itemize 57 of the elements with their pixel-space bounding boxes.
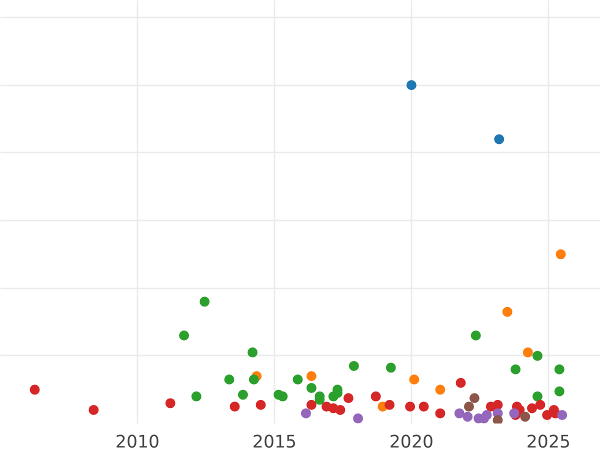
- point: [557, 410, 568, 420]
- point: [335, 404, 346, 415]
- point: [469, 393, 480, 404]
- point: [435, 384, 446, 395]
- point: [454, 408, 464, 418]
- point: [230, 402, 240, 412]
- point: [306, 400, 316, 410]
- x-tick-label: 2010: [115, 432, 160, 450]
- point: [343, 393, 354, 404]
- point: [238, 390, 248, 400]
- point: [556, 249, 566, 260]
- point: [470, 330, 481, 341]
- point: [248, 347, 258, 358]
- point: [384, 400, 395, 410]
- x-tick-label: 2015: [252, 432, 297, 450]
- point: [482, 410, 492, 420]
- point: [353, 413, 364, 424]
- point: [306, 382, 316, 393]
- point: [494, 134, 504, 144]
- x-tick-label: 2020: [389, 432, 434, 450]
- point: [527, 403, 538, 414]
- point: [370, 391, 381, 402]
- point: [165, 398, 176, 408]
- point: [554, 364, 564, 374]
- point: [200, 296, 210, 307]
- point: [256, 400, 266, 410]
- point: [386, 362, 396, 373]
- point: [456, 378, 466, 388]
- point: [348, 360, 359, 371]
- point: [435, 408, 446, 418]
- point: [191, 391, 202, 402]
- point: [179, 330, 190, 341]
- point: [522, 347, 533, 358]
- point: [292, 374, 303, 384]
- point: [532, 391, 542, 402]
- point: [405, 402, 416, 412]
- point: [462, 412, 473, 422]
- point: [520, 412, 530, 422]
- point: [492, 400, 503, 410]
- point: [300, 408, 311, 418]
- point: [88, 404, 99, 415]
- point: [464, 402, 474, 412]
- point: [502, 306, 512, 317]
- point: [554, 386, 564, 396]
- x-tick-label: 2025: [526, 432, 571, 450]
- point: [532, 350, 542, 361]
- point: [224, 374, 234, 384]
- point: [278, 391, 288, 402]
- point: [492, 415, 503, 424]
- point: [248, 374, 259, 384]
- point: [535, 400, 546, 410]
- point: [30, 384, 40, 395]
- point: [409, 374, 420, 384]
- point: [406, 80, 416, 90]
- point: [306, 371, 316, 382]
- point: [510, 364, 521, 374]
- point: [418, 402, 429, 412]
